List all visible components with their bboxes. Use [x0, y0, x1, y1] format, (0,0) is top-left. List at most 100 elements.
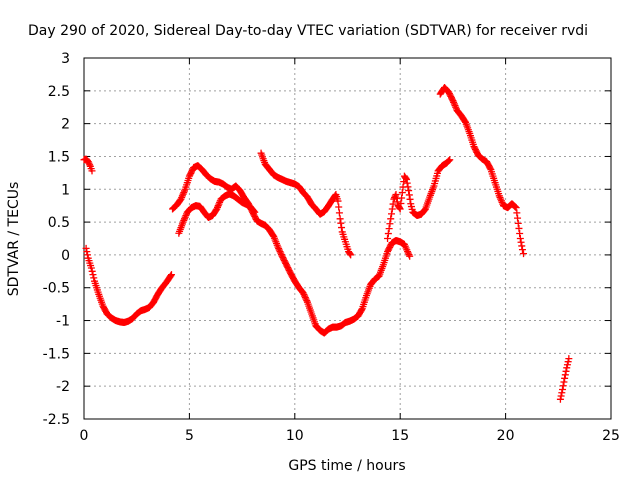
data-point-segment-g — [514, 214, 522, 222]
x-axis-label: GPS time / hours — [288, 458, 405, 474]
data-point-segment-h — [561, 374, 569, 382]
data-point-segment-d — [180, 216, 188, 224]
data-point-segment-c — [177, 195, 185, 203]
data-point-segment-d — [250, 207, 258, 215]
y-tick-label: -1 — [56, 314, 70, 330]
data-point-segment-f — [396, 205, 404, 213]
y-tick-label: 2.5 — [48, 84, 70, 100]
data-point-segment-g — [516, 229, 524, 237]
data-point-segment-a — [85, 159, 93, 167]
data-point-segment-g — [518, 246, 526, 254]
data-point-segment-c — [180, 189, 188, 197]
y-tick-label: 1.5 — [48, 149, 70, 165]
data-point-segment-c — [404, 248, 412, 256]
data-point-segment-f — [406, 195, 414, 203]
data-point-segment-b — [83, 248, 91, 256]
data-point-segment-g — [520, 250, 528, 258]
y-tick-label: -1.5 — [43, 346, 70, 362]
data-point-segment-g — [512, 204, 520, 212]
data-point-segment-g — [450, 98, 458, 106]
data-point-segment-f — [385, 225, 393, 233]
y-tick-label: -2.5 — [43, 412, 70, 428]
data-point-segment-c — [303, 297, 311, 305]
data-point-segment-g — [498, 198, 506, 206]
data-point-segment-c — [301, 292, 309, 300]
y-tick-label: -2 — [56, 379, 70, 395]
data-point-segment-c — [274, 243, 282, 251]
data-point-segment-a — [84, 158, 92, 166]
data-point-segment-d — [180, 215, 188, 223]
data-point-segment-b — [90, 274, 98, 282]
data-point-segment-c — [275, 246, 283, 254]
data-point-segment-c — [358, 306, 366, 314]
data-point-segment-e — [335, 209, 343, 217]
plot-frame — [83, 57, 612, 420]
data-point-segment-d — [214, 202, 222, 210]
data-point-segment-e — [335, 203, 343, 211]
data-point-segment-b — [167, 272, 175, 280]
y-tick-label: 0 — [61, 248, 70, 264]
data-point-segment-a — [86, 161, 94, 169]
data-point-segment-f — [398, 189, 406, 197]
chart-title: Day 290 of 2020, Sidereal Day-to-day VTE… — [28, 23, 588, 39]
data-point-segment-h — [562, 367, 570, 375]
data-point-segment-e — [338, 224, 346, 232]
data-point-segment-g — [449, 97, 457, 105]
data-point-segment-d — [182, 212, 190, 220]
x-tick-label: 20 — [497, 428, 515, 444]
data-point-segment-e — [337, 219, 345, 227]
data-point-segment-f — [405, 191, 413, 199]
data-point-segment-g — [518, 242, 526, 250]
data-point-segment-b — [82, 244, 90, 252]
data-point-segment-c — [277, 249, 285, 257]
data-point-segment-f — [387, 215, 395, 223]
data-point-segment-d — [216, 198, 224, 206]
data-point-segment-g — [448, 95, 456, 103]
y-tick-label: -0.5 — [43, 281, 70, 297]
data-point-segment-c — [179, 190, 187, 198]
data-point-segment-f — [398, 194, 406, 202]
data-point-segment-g — [450, 100, 458, 108]
data-point-segment-b — [167, 271, 175, 279]
data-point-segment-g — [511, 202, 519, 210]
x-tick-label: 15 — [391, 428, 409, 444]
data-point-segment-f — [444, 157, 452, 165]
data-point-segment-h — [559, 382, 567, 390]
data-point-segment-d — [251, 208, 259, 216]
data-point-segment-h — [565, 355, 573, 363]
grid — [84, 58, 611, 419]
data-point-segment-b — [84, 251, 92, 259]
data-point-segment-g — [495, 192, 503, 200]
data-point-segment-d — [215, 200, 223, 208]
data-point-segment-h — [558, 389, 566, 397]
data-point-segment-c — [302, 295, 310, 303]
data-point-segment-h — [560, 378, 568, 386]
data-point-segment-e — [346, 250, 354, 258]
data-point-segment-c — [405, 251, 413, 259]
data-point-segment-f — [389, 200, 397, 208]
data-point-segment-f — [392, 191, 400, 199]
data-point-segment-c — [178, 192, 186, 200]
data-point-segment-c — [276, 248, 284, 256]
data-point-segment-c — [404, 249, 412, 257]
data-point-segment-g — [511, 203, 519, 211]
data-point-segment-h — [564, 358, 572, 366]
x-tick-label: 25 — [602, 428, 620, 444]
data-point-segment-f — [397, 199, 405, 207]
data-point-segment-e — [347, 251, 355, 259]
y-tick-label: 1 — [61, 182, 70, 198]
data-point-segment-c — [300, 291, 308, 299]
data-point-segment-f — [446, 156, 454, 164]
data-point-segment-f — [388, 205, 396, 213]
data-point-segment-h — [563, 361, 571, 369]
data-point-segment-h — [563, 364, 571, 372]
data-point-segment-e — [336, 215, 344, 223]
data-point-segment-f — [402, 174, 410, 182]
data-point-segment-c — [301, 294, 309, 302]
data-point-segment-f — [393, 198, 401, 206]
data-point-segment-c — [178, 193, 186, 201]
data-point-segment-f — [395, 204, 403, 212]
data-point-segment-g — [516, 235, 524, 242]
data-point-segment-f — [384, 235, 392, 242]
data-point-segment-f — [405, 187, 413, 195]
